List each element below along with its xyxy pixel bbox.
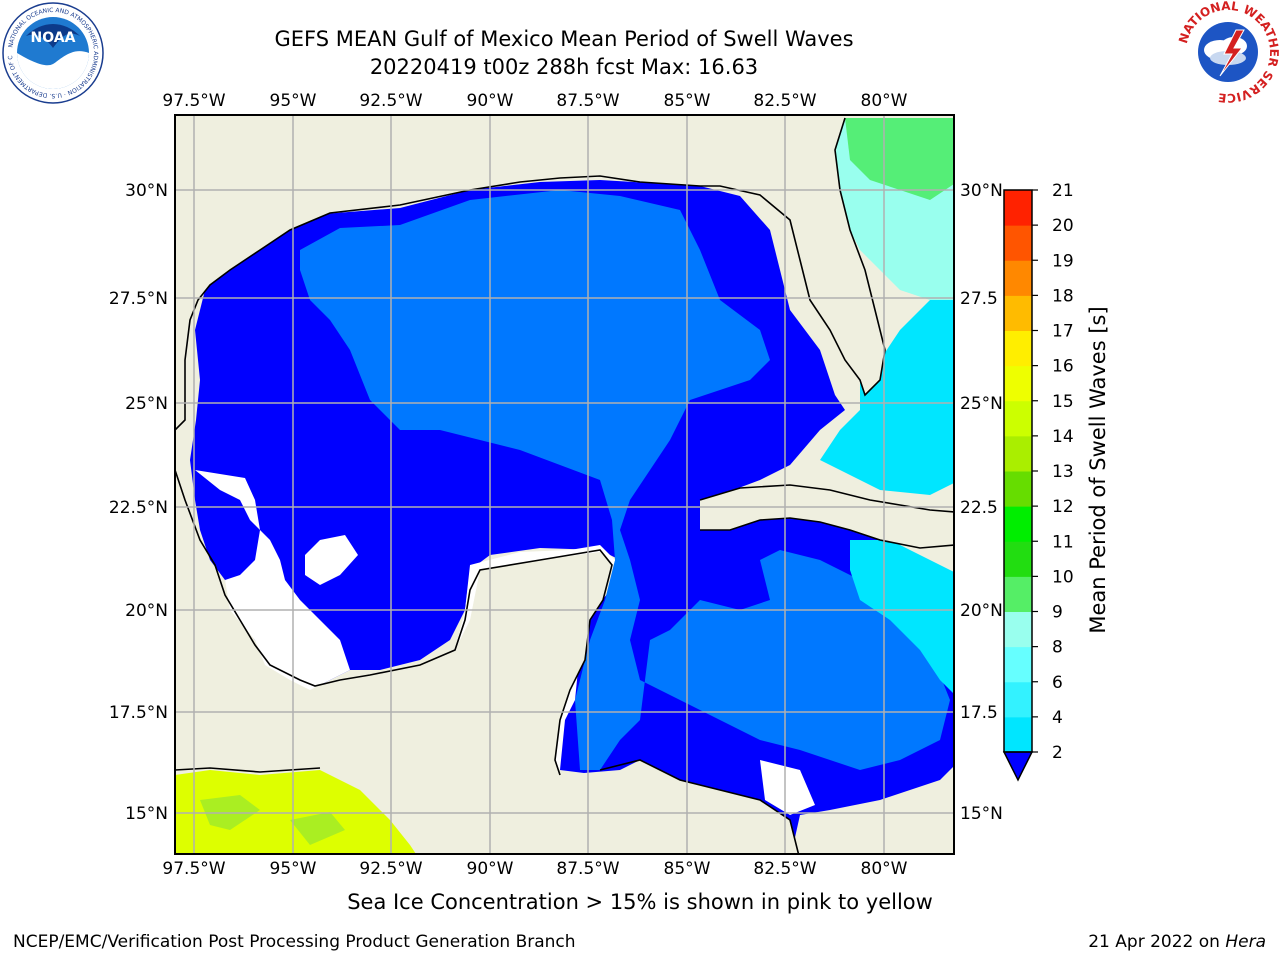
colorbar-segment [1004,576,1032,612]
lat-label: 25°N [125,394,168,414]
florida-land [700,118,885,395]
footer-credit: NCEP/EMC/Verification Post Processing Pr… [13,932,576,952]
footer-date-text: 21 Apr 2022 on [1088,932,1226,952]
map-frame [174,114,955,855]
nws-logo: NATIONAL WEATHER SERVICE [1176,0,1280,104]
graticule [175,115,954,854]
lat-labels-left: 30°N 27.5°N 25°N 22.5°N 20°N 17.5°N 15°N [109,181,168,824]
cuba-land [700,485,954,548]
colorbar-tick-label: 4 [1052,708,1063,728]
lon-label: 80°W [861,91,908,111]
colorbar-segment [1004,260,1032,296]
sea-ice-caption: Sea Ice Concentration > 15% is shown in … [347,890,933,914]
lon-label: 90°W [467,91,514,111]
colorbar-tick-label: 21 [1052,181,1074,201]
lon-label: 95°W [270,91,317,111]
map-subtitle: 20220419 t00z 288h fcst Max: 16.63 [369,55,759,79]
colorbar-segment [1004,646,1032,683]
footer-machine: Hera [1225,932,1266,952]
lon-label: 97.5°W [162,859,225,879]
lon-label: 95°W [270,859,317,879]
colorbar-tick-label: 17 [1052,322,1074,342]
lat-label: 20°N [960,601,1003,621]
colorbar-tick-label: 8 [1052,638,1063,658]
noaa-logo-text: NOAA [31,30,76,46]
colorbar-segment [1004,506,1032,542]
lat-label: 22.5°N [109,498,168,518]
noaa-logo: NATIONAL OCEANIC AND ATMOSPHERIC ADMINIS… [2,2,104,104]
lat-label: 30°N [125,181,168,201]
colorbar-tick-label: 16 [1052,357,1074,377]
lon-label: 92.5°W [359,91,422,111]
lon-labels-bottom: 97.5°W 95°W 92.5°W 90°W 87.5°W 85°W 82.5… [162,859,907,879]
lat-label: 17.5°N [109,703,168,723]
lat-label: 20°N [125,601,168,621]
colorbar-tick-label: 18 [1052,286,1074,306]
coastlines [175,117,954,854]
colorbar-segment [1004,295,1032,331]
lon-label: 87.5°W [556,859,619,879]
colorbar-tick-label: 19 [1052,251,1074,271]
lon-label: 85°W [664,91,711,111]
lon-label: 82.5°W [753,859,816,879]
pacific-green-patches [200,795,345,845]
bay-nodata-patch [305,535,358,585]
us-gulf-coast-land [175,118,700,430]
lat-label: 15°N [125,804,168,824]
lon-label: 87.5°W [556,91,619,111]
colorbar-tick-label: 9 [1052,603,1063,623]
colorbar-tick-label: 13 [1052,462,1074,482]
lat-label: 25°N [960,394,1003,414]
lon-label: 82.5°W [753,91,816,111]
lat-label: 27.5°N [109,289,168,309]
colorbar-segment [1004,611,1032,648]
colorbar-tick-label: 6 [1052,673,1063,693]
lon-label: 85°W [664,859,711,879]
colorbar-segment [1004,400,1032,437]
colorbar-segment [1004,716,1032,753]
lat-label: 17.5 [960,703,998,723]
gulf-ocean-medium [300,190,950,770]
colorbar: 2 4 6 8 9 10 11 12 13 14 15 16 17 18 19 20 21 [1002,181,1074,782]
colorbar-segment [1004,471,1032,507]
colorbar-tick-label: 14 [1052,427,1074,447]
colorbar-extend-triangle [1002,751,1034,782]
colorbar-segment [1004,190,1032,226]
lon-label: 80°W [861,859,908,879]
lat-label: 30°N [960,181,1003,201]
map-title: GEFS MEAN Gulf of Mexico Mean Period of … [274,27,854,51]
colorbar-tick-label: 15 [1052,392,1074,412]
colorbar-tick-label: 10 [1052,567,1074,587]
colorbar-tick-label: 11 [1052,532,1074,552]
colorbar-segment [1004,541,1032,577]
lat-label: 27.5 [960,289,998,309]
colorbar-segment [1004,435,1032,472]
florida-straits-cyan [820,284,954,495]
colorbar-tick-label: 2 [1052,743,1063,763]
yucatan-nodata-patch [760,760,815,815]
lon-label: 92.5°W [359,859,422,879]
lon-labels-top: 97.5°W 95°W 92.5°W 90°W 87.5°W 85°W 82.5… [162,91,907,111]
colorbar-segment [1004,681,1032,718]
colorbar-label: Mean Period of Swell Waves [s] [1086,306,1110,633]
western-gulf-nodata [195,470,350,690]
colorbar-segment [1004,365,1032,402]
lon-label: 97.5°W [162,91,225,111]
lon-label: 90°W [467,859,514,879]
lat-labels-right: 30°N 27.5 25°N 22.5 20°N 17.5 15°N [960,181,1003,824]
caribbean-cyan [850,540,954,694]
lat-label: 22.5 [960,498,998,518]
colorbar-tick-label: 20 [1052,216,1074,236]
atlantic-green [845,118,954,200]
lat-label: 15°N [960,804,1003,824]
footer-date: 21 Apr 2022 on Hera [1088,932,1266,952]
colorbar-tick-label: 12 [1052,497,1074,517]
colorbar-segment [1004,330,1032,367]
pacific-yellow-region [175,770,416,854]
colorbar-segment [1004,225,1032,261]
